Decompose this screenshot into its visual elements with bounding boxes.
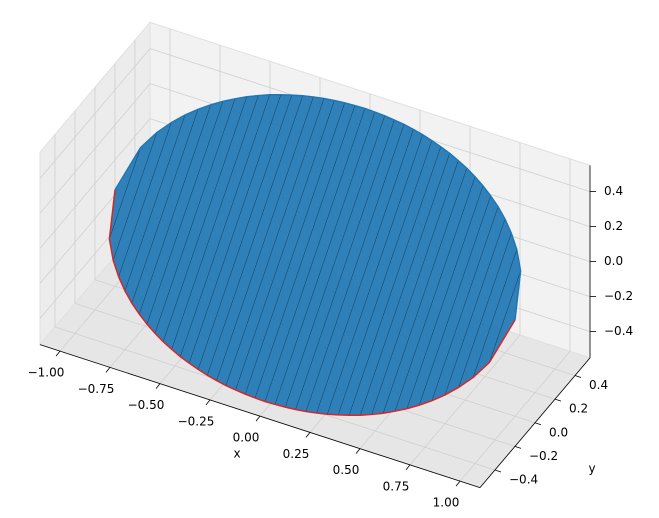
z-tick-label: 0.4 bbox=[604, 184, 623, 198]
y-axis bbox=[479, 357, 591, 488]
y-tick-label: 0.0 bbox=[549, 425, 568, 439]
x-tick-label: −0.25 bbox=[178, 414, 215, 428]
x-tick-label: 0.75 bbox=[383, 479, 410, 493]
x-tick-label: −0.75 bbox=[78, 382, 115, 396]
z-tick-label: 0.0 bbox=[604, 254, 623, 268]
z-tick-label: −0.4 bbox=[604, 324, 633, 338]
x-tick-label: −0.50 bbox=[128, 398, 165, 412]
x-tick-label: 0.50 bbox=[333, 463, 360, 477]
y-tick-label: 0.4 bbox=[589, 378, 608, 392]
z-tick-label: −0.2 bbox=[604, 289, 633, 303]
x-tick bbox=[105, 367, 111, 373]
y-tick bbox=[554, 398, 562, 402]
x-axis-label: x bbox=[233, 447, 240, 461]
curve bbox=[114, 94, 522, 321]
curve bbox=[108, 189, 516, 416]
x-tick-label: 0.00 bbox=[233, 431, 260, 445]
x-tick bbox=[255, 415, 261, 422]
x-tick bbox=[155, 383, 161, 389]
y-tick-label: −0.4 bbox=[509, 472, 538, 486]
y-tick bbox=[574, 375, 582, 378]
grid-line bbox=[39, 48, 151, 179]
y-tick bbox=[494, 469, 502, 473]
z-tick-label: 0.2 bbox=[604, 219, 623, 233]
x-tick bbox=[355, 448, 361, 454]
grid-line bbox=[39, 118, 151, 249]
x-tick bbox=[305, 432, 311, 438]
y-tick-label: 0.2 bbox=[569, 402, 588, 416]
y-tick-label: −0.2 bbox=[529, 449, 558, 463]
y-tick bbox=[514, 445, 522, 449]
x-tick-label: 0.25 bbox=[283, 447, 310, 461]
y-tick bbox=[534, 422, 542, 426]
x-tick-label: 1.00 bbox=[433, 496, 460, 510]
y-axis-label: y bbox=[588, 461, 595, 475]
x-tick bbox=[405, 464, 411, 471]
grid-line bbox=[39, 83, 151, 214]
x-tick bbox=[55, 350, 61, 357]
x-axis bbox=[39, 344, 481, 489]
x-tick bbox=[205, 399, 211, 406]
x-tick bbox=[455, 480, 461, 487]
x-tick-label: −1.00 bbox=[28, 366, 65, 380]
